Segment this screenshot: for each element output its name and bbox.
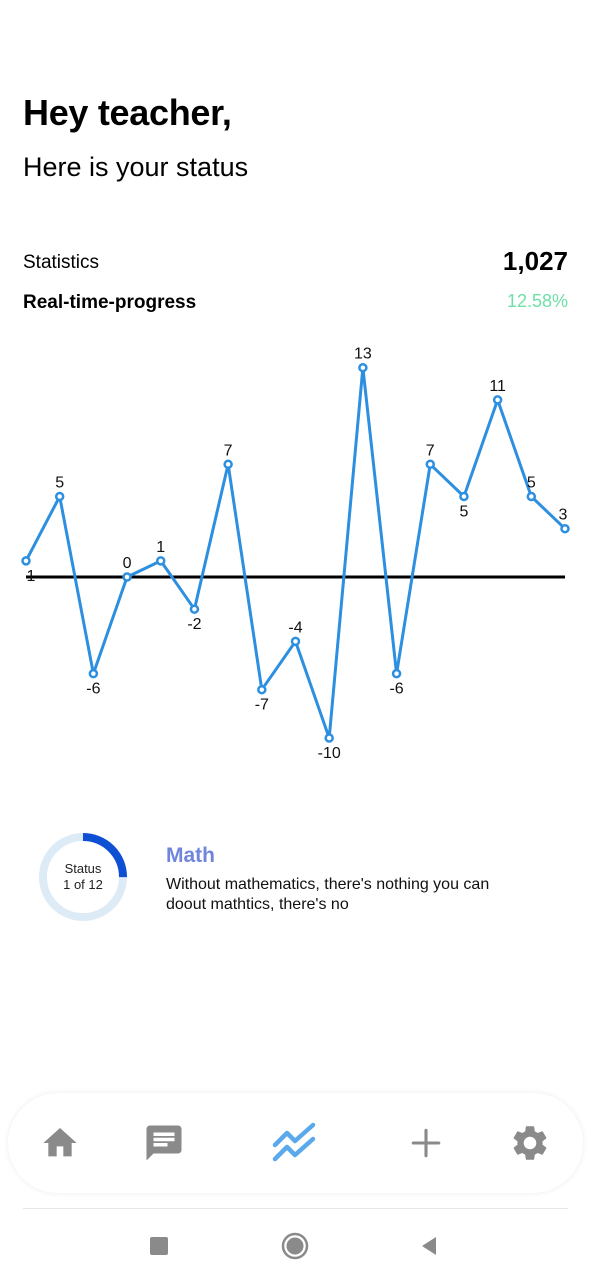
chart-point — [124, 574, 131, 581]
chat-icon — [143, 1122, 185, 1164]
chart-point — [157, 557, 164, 564]
chart-point — [292, 638, 299, 645]
chart-data-label: 11 — [489, 378, 506, 395]
recents-icon — [148, 1235, 170, 1257]
status-donut-text: Status 1 of 12 — [36, 830, 130, 924]
chart-series-line — [26, 368, 565, 738]
progress-line-chart: 1 5 -6 0 1 -2 7 -7 -4 -10 13 -6 7 5 11 5 3 — [0, 330, 591, 770]
greeting-title: Hey teacher, — [23, 92, 232, 134]
chart-point — [494, 396, 501, 403]
statistics-label: Statistics — [23, 252, 99, 274]
nav-settings[interactable] — [502, 1115, 558, 1171]
chart-data-label: -4 — [288, 619, 302, 636]
course-title: Math — [166, 844, 215, 868]
chart-data-label: 5 — [527, 475, 536, 492]
status-count: 1 of 12 — [63, 877, 103, 893]
chart-data-label: -7 — [255, 697, 269, 714]
statistics-row: Statistics 1,027 — [23, 246, 568, 278]
system-home-button[interactable] — [277, 1228, 313, 1264]
progress-row: Real-time-progress 12.58% — [23, 290, 568, 316]
chart-point — [225, 461, 232, 468]
progress-label: Real-time-progress — [23, 292, 196, 314]
chart-data-label: 13 — [354, 346, 372, 363]
chart-point — [393, 670, 400, 677]
chart-point — [460, 493, 467, 500]
chart-data-label: -10 — [318, 745, 341, 762]
chart-point — [90, 670, 97, 677]
nav-add[interactable] — [398, 1115, 454, 1171]
home-icon — [40, 1123, 80, 1163]
nav-messages[interactable] — [136, 1115, 192, 1171]
chart-point — [56, 493, 63, 500]
bottom-navigation — [8, 1093, 583, 1193]
course-description: Without mathematics, there's nothing you… — [166, 875, 526, 915]
progress-value: 12.58% — [507, 291, 568, 312]
chart-point — [191, 606, 198, 613]
chart-point — [258, 686, 265, 693]
chart-point — [359, 364, 366, 371]
system-recents-button[interactable] — [141, 1228, 177, 1264]
chart-data-label: 3 — [559, 507, 568, 524]
chart-point — [427, 461, 434, 468]
chart-data-label: 7 — [224, 442, 233, 459]
chart-data-label: -6 — [86, 681, 100, 698]
chart-icon — [271, 1119, 319, 1167]
chart-point — [528, 493, 535, 500]
system-back-button[interactable] — [411, 1228, 447, 1264]
add-icon — [409, 1126, 443, 1160]
back-icon — [417, 1234, 441, 1258]
nav-home[interactable] — [32, 1115, 88, 1171]
home-circle-icon — [280, 1231, 310, 1261]
chart-data-label: -6 — [389, 681, 403, 698]
chart-data-label: 0 — [123, 555, 132, 572]
system-nav-divider — [23, 1208, 568, 1209]
settings-icon — [509, 1122, 551, 1164]
chart-point — [326, 735, 333, 742]
status-label: Status — [65, 861, 102, 877]
statistics-value: 1,027 — [503, 246, 568, 277]
course-card[interactable]: Status 1 of 12 Math Without mathematics,… — [36, 830, 566, 924]
chart-data-label: 5 — [459, 504, 468, 521]
chart-data-label: 7 — [426, 442, 435, 459]
chart-data-label: 5 — [55, 475, 64, 492]
chart-point — [23, 557, 30, 564]
chart-data-label: -2 — [187, 616, 201, 633]
greeting-subtitle: Here is your status — [23, 152, 248, 183]
chart-data-label: 1 — [156, 539, 165, 556]
chart-data-label: 1 — [27, 568, 36, 585]
nav-statistics[interactable] — [267, 1115, 323, 1171]
chart-point — [562, 525, 569, 532]
